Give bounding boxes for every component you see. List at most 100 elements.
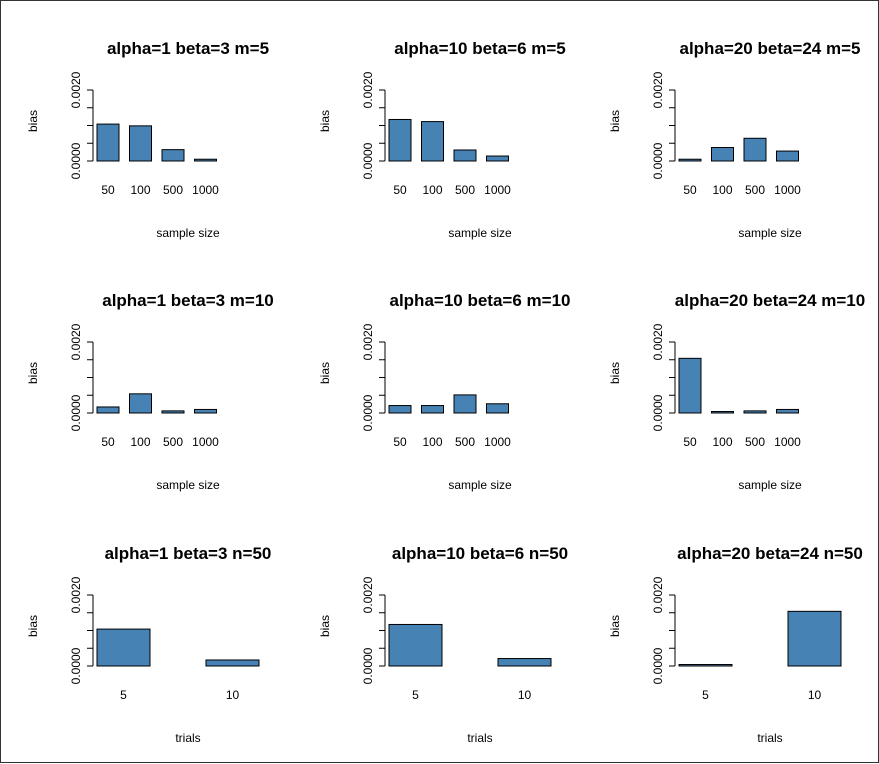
bar: [421, 121, 444, 162]
bar: [194, 408, 217, 414]
bar: [388, 623, 443, 667]
y-axis-label: bias: [26, 110, 40, 132]
bar: [388, 118, 412, 162]
x-tick-label: 50: [393, 183, 407, 197]
y-tick-label: 0.0000: [69, 394, 83, 431]
bar: [497, 658, 552, 667]
bar: [486, 155, 509, 162]
bar: [129, 393, 152, 414]
x-tick-label: 1000: [774, 183, 801, 197]
bar: [205, 659, 260, 667]
x-tick-label: 1000: [774, 435, 801, 449]
x-tick-label: 100: [130, 183, 150, 197]
y-tick-label: 0.0020: [651, 576, 665, 613]
panel-title: alpha=10 beta=6 m=5: [394, 39, 566, 58]
y-axis-label: bias: [26, 362, 40, 384]
y-tick-label: 0.0020: [361, 576, 375, 613]
panel-4: alpha=1 beta=3 m=10 0.0000 0.0020 bias 50 100…: [26, 291, 274, 492]
x-tick-label: 500: [455, 435, 475, 449]
x-axis-label: sample size: [156, 478, 220, 492]
x-tick-label: 100: [422, 183, 442, 197]
panel-6: alpha=20 beta=24 m=10 0.0000 0.0020 bias 50 1…: [608, 291, 865, 492]
panel-title: alpha=20 beta=24 m=10: [675, 291, 865, 310]
panel-8: alpha=10 beta=6 n=50 0.0000 0.0020 bias 5 10 t…: [318, 544, 568, 745]
bar: [711, 411, 734, 414]
bar: [711, 147, 734, 162]
y-tick-label: 0.0020: [69, 576, 83, 613]
panel-title: alpha=20 beta=24 n=50: [677, 544, 863, 563]
bar: [96, 406, 120, 414]
x-tick-label: 1000: [484, 435, 511, 449]
bar: [453, 394, 477, 414]
x-tick-label: 5: [412, 688, 419, 702]
bar: [743, 410, 767, 414]
x-tick-label: 10: [808, 688, 822, 702]
y-tick-label: 0.0000: [361, 142, 375, 179]
y-axis-label: bias: [318, 615, 332, 637]
x-tick-label: 100: [130, 435, 150, 449]
x-tick-label: 1000: [192, 183, 219, 197]
y-tick-label: 0.0000: [651, 394, 665, 431]
bar: [96, 123, 120, 162]
y-axis-label: bias: [318, 110, 332, 132]
panel-title: alpha=10 beta=6 n=50: [392, 544, 568, 563]
panel-title: alpha=20 beta=24 m=5: [680, 39, 861, 58]
x-tick-label: 500: [163, 183, 183, 197]
x-tick-label: 5: [702, 688, 709, 702]
x-axis-label: trials: [757, 731, 782, 745]
bar: [678, 158, 702, 162]
x-tick-label: 500: [745, 435, 765, 449]
y-tick-label: 0.0020: [361, 71, 375, 108]
x-tick-label: 10: [518, 688, 532, 702]
panel-9: alpha=20 beta=24 n=50 0.0000 0.0020 bias 5 10…: [608, 544, 863, 745]
bar: [421, 405, 444, 414]
x-tick-label: 100: [712, 183, 732, 197]
y-tick-label: 0.0000: [361, 394, 375, 431]
x-axis-label: sample size: [738, 478, 802, 492]
y-tick-label: 0.0000: [69, 142, 83, 179]
y-tick-label: 0.0020: [651, 323, 665, 360]
x-axis-label: sample size: [448, 478, 512, 492]
bar: [161, 149, 185, 162]
x-tick-label: 50: [101, 183, 115, 197]
y-axis-label: bias: [318, 362, 332, 384]
panel-7: alpha=1 beta=3 n=50 0.0000 0.0020 bias 5 10 tr…: [26, 544, 271, 745]
bar: [776, 150, 799, 162]
bar: [678, 664, 733, 667]
y-tick-label: 0.0000: [651, 647, 665, 684]
y-tick-label: 0.0020: [69, 323, 83, 360]
x-tick-label: 100: [712, 435, 732, 449]
y-tick-label: 0.0020: [651, 71, 665, 108]
bar: [743, 137, 767, 162]
panel-title: alpha=1 beta=3 m=5: [107, 39, 269, 58]
x-axis-label: trials: [467, 731, 492, 745]
bar: [678, 357, 702, 414]
bar: [194, 158, 217, 162]
x-tick-label: 5: [120, 688, 127, 702]
x-axis-label: trials: [175, 731, 200, 745]
y-axis-label: bias: [608, 110, 622, 132]
y-tick-label: 0.0020: [69, 71, 83, 108]
bar: [129, 125, 152, 162]
bar: [787, 610, 842, 667]
bar: [453, 149, 477, 162]
x-tick-label: 50: [683, 435, 697, 449]
bar: [96, 628, 151, 667]
x-tick-label: 1000: [192, 435, 219, 449]
y-axis-label: bias: [608, 362, 622, 384]
x-tick-label: 1000: [484, 183, 511, 197]
bar: [388, 405, 412, 414]
y-tick-label: 0.0000: [361, 647, 375, 684]
panel-5: alpha=10 beta=6 m=10 0.0000 0.0020 bias 50 10…: [318, 291, 570, 492]
bar: [776, 408, 799, 414]
x-tick-label: 500: [455, 183, 475, 197]
panel-title: alpha=1 beta=3 n=50: [105, 544, 272, 563]
x-tick-label: 500: [163, 435, 183, 449]
panel-title: alpha=1 beta=3 m=10: [102, 291, 274, 310]
panel-1: alpha=1 beta=3 m=5 0.0000 0.0020 bias 50 100 5…: [26, 39, 269, 240]
x-tick-label: 100: [422, 435, 442, 449]
x-axis-label: sample size: [156, 226, 220, 240]
y-tick-label: 0.0000: [651, 142, 665, 179]
y-tick-label: 0.0000: [69, 647, 83, 684]
